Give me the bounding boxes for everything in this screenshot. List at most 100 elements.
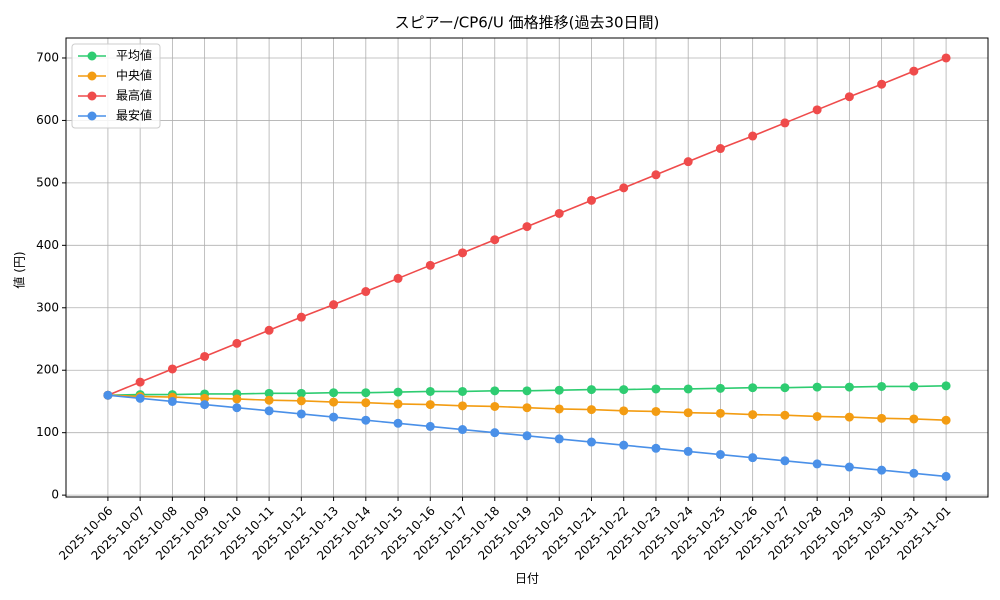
point xyxy=(941,471,951,481)
point xyxy=(167,396,177,406)
point xyxy=(329,388,339,398)
point xyxy=(458,425,468,435)
point xyxy=(361,415,371,425)
point xyxy=(619,385,629,395)
point xyxy=(264,325,274,335)
legend-marker xyxy=(87,111,97,121)
y-tick-label: 200 xyxy=(36,363,59,377)
point xyxy=(780,118,790,128)
chart-title: スピアー/CP6/U 価格推移(過去30日間) xyxy=(395,14,660,32)
point xyxy=(715,383,725,393)
point xyxy=(522,431,532,441)
point xyxy=(715,144,725,154)
point xyxy=(877,413,887,423)
point xyxy=(522,386,532,396)
point xyxy=(490,386,500,396)
point xyxy=(296,396,306,406)
point xyxy=(748,131,758,141)
legend-marker xyxy=(87,91,97,101)
legend-label: 最高値 xyxy=(116,88,152,103)
point xyxy=(554,404,564,414)
point xyxy=(877,79,887,89)
point xyxy=(393,273,403,283)
point xyxy=(522,222,532,232)
point xyxy=(909,468,919,478)
point xyxy=(361,388,371,398)
point xyxy=(490,235,500,245)
point xyxy=(715,450,725,460)
point xyxy=(844,462,854,472)
point xyxy=(135,393,145,403)
y-tick-label: 300 xyxy=(36,300,59,314)
point xyxy=(586,405,596,415)
y-tick-label: 600 xyxy=(36,113,59,127)
point xyxy=(200,400,210,410)
point xyxy=(941,381,951,391)
point xyxy=(941,415,951,425)
y-tick-label: 400 xyxy=(36,238,59,252)
point xyxy=(683,384,693,394)
plot-frame xyxy=(65,37,989,498)
point xyxy=(361,287,371,297)
point xyxy=(458,401,468,411)
point xyxy=(329,397,339,407)
point xyxy=(232,403,242,413)
point xyxy=(425,421,435,431)
point xyxy=(200,351,210,361)
point xyxy=(522,403,532,413)
point xyxy=(264,388,274,398)
y-tick-label: 0 xyxy=(51,488,59,502)
point xyxy=(296,312,306,322)
point xyxy=(877,381,887,391)
point xyxy=(812,459,822,469)
point xyxy=(780,456,790,466)
y-tick-label: 700 xyxy=(36,50,59,64)
point xyxy=(135,377,145,387)
point xyxy=(844,412,854,422)
point xyxy=(812,411,822,421)
point xyxy=(264,406,274,416)
point xyxy=(554,385,564,395)
point xyxy=(683,408,693,418)
y-axis-label: 値 (円) xyxy=(12,251,27,288)
legend-label: 最安値 xyxy=(116,108,152,123)
point xyxy=(167,364,177,374)
point xyxy=(748,453,758,463)
point xyxy=(200,393,210,403)
point xyxy=(296,409,306,419)
y-tick-label: 500 xyxy=(36,175,59,189)
y-tick-label: 100 xyxy=(36,425,59,439)
point xyxy=(651,170,661,180)
point xyxy=(812,382,822,392)
point xyxy=(941,53,951,63)
point xyxy=(393,418,403,428)
point xyxy=(103,390,113,400)
point xyxy=(490,401,500,411)
point xyxy=(812,105,822,115)
point xyxy=(232,338,242,348)
legend-marker xyxy=(87,71,97,81)
point xyxy=(393,399,403,409)
point xyxy=(458,248,468,258)
point xyxy=(554,208,564,218)
point xyxy=(748,410,758,420)
point xyxy=(329,300,339,310)
point xyxy=(393,387,403,397)
point xyxy=(748,383,758,393)
legend-box xyxy=(71,43,161,129)
point xyxy=(619,406,629,416)
legend-label: 平均値 xyxy=(116,48,152,63)
point xyxy=(651,384,661,394)
point xyxy=(780,410,790,420)
point xyxy=(619,183,629,193)
point xyxy=(683,446,693,456)
point xyxy=(877,465,887,475)
point xyxy=(586,437,596,447)
point xyxy=(232,394,242,404)
point xyxy=(909,66,919,76)
point xyxy=(780,383,790,393)
point xyxy=(844,92,854,102)
point xyxy=(651,406,661,416)
point xyxy=(490,428,500,438)
